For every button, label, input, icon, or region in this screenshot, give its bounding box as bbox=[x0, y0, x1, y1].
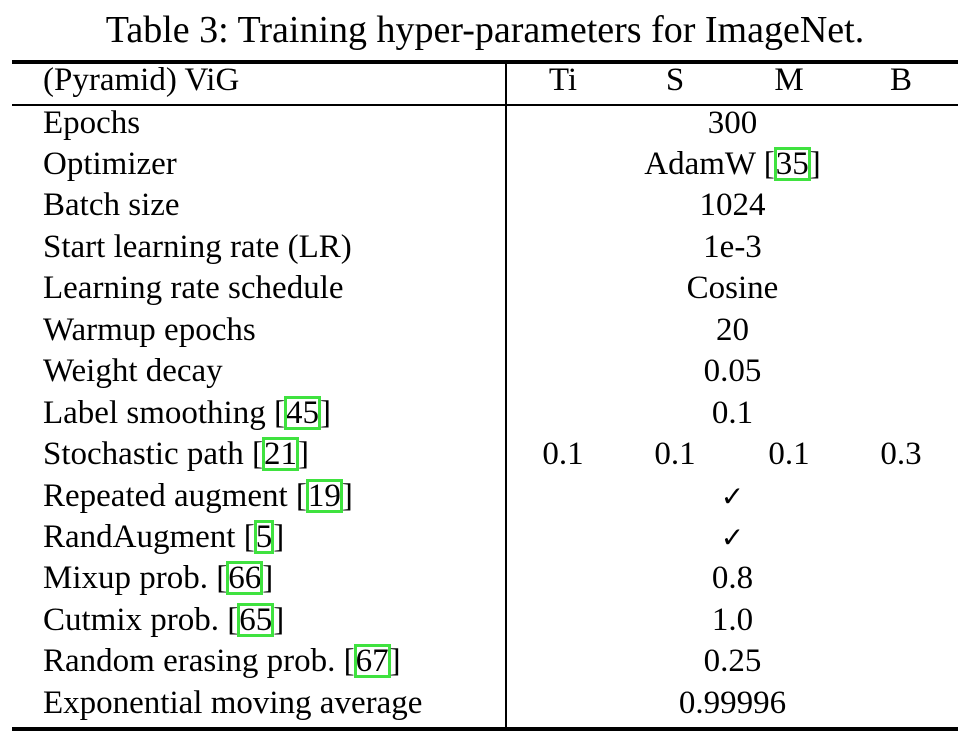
header-col-s: S bbox=[665, 62, 685, 98]
row-value-ti: 0.1 bbox=[542, 436, 584, 472]
table-column-divider bbox=[505, 62, 507, 729]
citation-link[interactable]: 65 bbox=[237, 602, 275, 638]
row-value: 300 bbox=[707, 105, 758, 141]
citation-link[interactable]: 35 bbox=[773, 146, 811, 182]
row-value: 0.99996 bbox=[678, 685, 787, 721]
checkmark-icon: ✓ bbox=[720, 521, 745, 554]
row-value: Cosine bbox=[686, 270, 779, 306]
row-value: ✓ bbox=[507, 517, 958, 557]
row-label: Epochs bbox=[43, 105, 141, 141]
row-label: Learning rate schedule bbox=[43, 270, 344, 306]
row-value-b: 0.3 bbox=[880, 436, 922, 472]
row-label: Optimizer bbox=[43, 146, 177, 182]
row-label: Random erasing prob. [67] bbox=[43, 643, 401, 679]
header-col-ti: Ti bbox=[548, 62, 578, 98]
row-value: 0.25 bbox=[703, 643, 762, 679]
header-label: (Pyramid) ViG bbox=[43, 62, 240, 98]
row-value: AdamW [35] bbox=[644, 146, 821, 182]
row-label: Exponential moving average bbox=[43, 685, 423, 721]
row-label: Warmup epochs bbox=[43, 312, 256, 348]
row-label: Start learning rate (LR) bbox=[43, 229, 352, 265]
row-value-s: 0.1 bbox=[654, 436, 696, 472]
row-label: Mixup prob. [66] bbox=[43, 560, 274, 596]
header-col-m: M bbox=[774, 62, 804, 98]
row-value: ✓ bbox=[507, 476, 958, 516]
row-value-m: 0.1 bbox=[768, 436, 810, 472]
row-label: RandAugment [5] bbox=[43, 519, 285, 555]
citation-link[interactable]: 67 bbox=[353, 643, 391, 679]
citation-link[interactable]: 19 bbox=[305, 478, 343, 514]
row-label: Cutmix prob. [65] bbox=[43, 602, 285, 638]
citation-link[interactable]: 45 bbox=[283, 395, 321, 431]
row-value: 0.05 bbox=[703, 353, 762, 389]
citation-link[interactable]: 21 bbox=[261, 436, 299, 472]
table-top-rule bbox=[12, 60, 958, 64]
row-value: 20 bbox=[716, 312, 749, 348]
row-label: Repeated augment [19] bbox=[43, 478, 353, 514]
row-label: Stochastic path [21] bbox=[43, 436, 309, 472]
row-value: 0.1 bbox=[711, 395, 754, 431]
table-caption: Table 3: Training hyper-parameters for I… bbox=[105, 9, 865, 51]
checkmark-icon: ✓ bbox=[720, 480, 745, 513]
row-value: 1.0 bbox=[711, 602, 754, 638]
table-header-rule bbox=[12, 104, 958, 106]
table-bottom-rule bbox=[12, 727, 958, 731]
row-value: 0.8 bbox=[711, 560, 754, 596]
citation-link[interactable]: 66 bbox=[226, 560, 264, 596]
row-label: Label smoothing [45] bbox=[43, 395, 331, 431]
row-value: 1e-3 bbox=[703, 229, 762, 265]
citation-link[interactable]: 5 bbox=[253, 519, 275, 555]
row-value: 1024 bbox=[699, 187, 766, 223]
row-label: Weight decay bbox=[43, 353, 223, 389]
row-label: Batch size bbox=[43, 187, 180, 223]
header-col-b: B bbox=[889, 62, 912, 98]
